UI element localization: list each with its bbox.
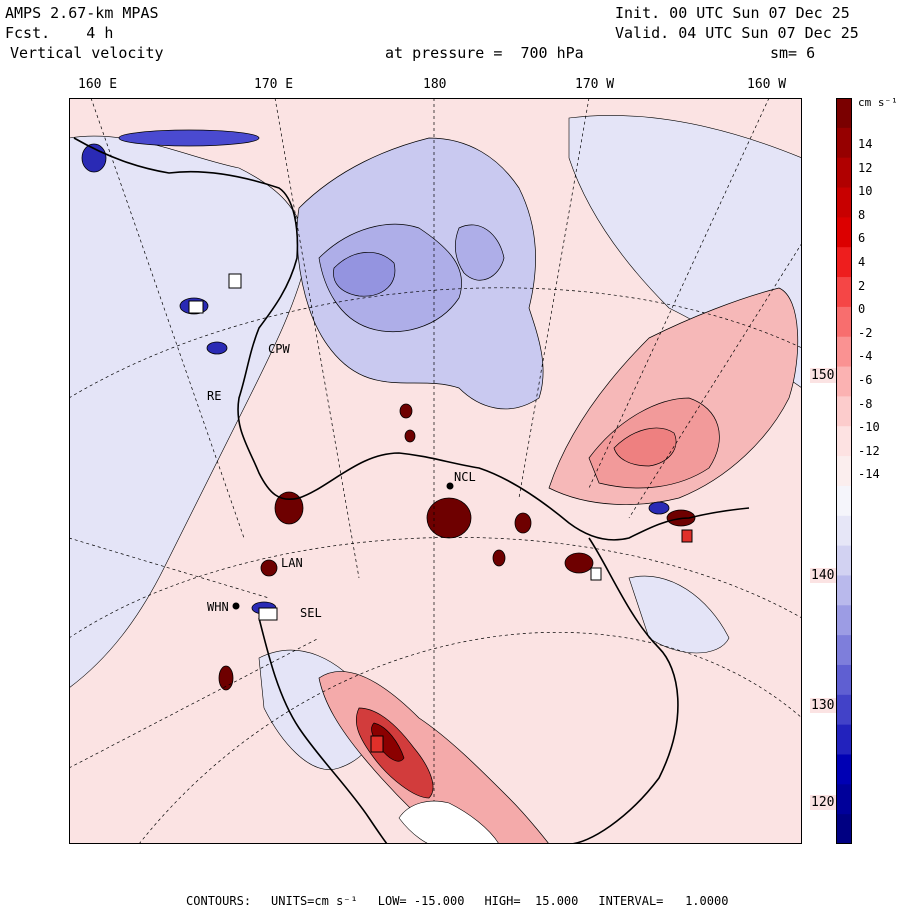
colorbar-segment	[836, 217, 852, 248]
contour-units: UNITS=cm s⁻¹	[271, 894, 358, 908]
colorbar-segment	[836, 575, 852, 606]
colorbar-tick-label: 2	[858, 278, 866, 293]
map-panel	[69, 98, 802, 844]
lon-label-160e: 160 E	[78, 77, 118, 92]
colorbar-tick-label: 4	[858, 255, 866, 269]
colorbar-segment	[836, 724, 852, 755]
colorbar-segment	[836, 426, 852, 457]
model-title: AMPS 2.67-km MPAS	[5, 4, 159, 22]
station-markers	[188, 273, 693, 753]
coastal-ascent-band	[318, 671, 550, 844]
colorbar-tick-label: -6	[858, 373, 873, 387]
colorbar-segment	[836, 277, 852, 308]
lon-label-180: 180	[423, 77, 447, 92]
graticule	[69, 98, 802, 844]
contour-low: LOW= -15.000	[377, 894, 465, 908]
colorbar-tick-label: -14	[858, 467, 880, 482]
colorbar-segment	[836, 694, 852, 726]
contour-info: CONTOURS: UNITS=cm s⁻¹ LOW= -15.000 HIGH= 1…	[0, 880, 900, 908]
colorbar-segment	[836, 545, 852, 576]
colorbar-segment	[836, 814, 852, 844]
colorbar-segment	[836, 664, 852, 696]
colorbar-segment	[836, 515, 852, 547]
contour-high: HIGH= 15.000	[484, 894, 579, 908]
colorbar-segment	[836, 157, 852, 189]
colorbar	[836, 98, 852, 844]
colorbar-segment	[836, 605, 852, 636]
station-label-sel: SEL	[300, 606, 322, 620]
colorbar-tick-label: 12	[858, 160, 873, 175]
colorbar-segment	[836, 456, 852, 487]
contour-interval: INTERVAL= 1.0000	[598, 894, 729, 908]
field-name: Vertical velocity	[10, 44, 164, 62]
station-label-lan: LAN	[281, 556, 303, 570]
colorbar-segment	[836, 635, 852, 666]
lon-label-170w: 170 W	[575, 77, 615, 92]
colorbar-segment	[836, 336, 852, 368]
contours-label: CONTOURS:	[186, 894, 252, 908]
forecast-hour: Fcst. 4 h	[5, 24, 114, 42]
station-label-whn: WHN	[207, 600, 229, 614]
colorbar-tick-label: 8	[858, 207, 866, 222]
colorbar-tick-label: -2	[858, 325, 873, 340]
colorbar-segment	[836, 396, 852, 427]
strong-updraft-cells	[218, 403, 696, 691]
colorbar-segment	[836, 784, 852, 815]
descent-region	[296, 137, 544, 410]
colorbar-segment	[836, 366, 852, 397]
colorbar-segment	[836, 754, 852, 785]
valid-time: Valid. 04 UTC Sun 07 Dec 25	[615, 24, 859, 42]
lon-label-160w: 160 W	[747, 77, 787, 92]
colorbar-segment	[836, 247, 852, 278]
station-label-re: RE	[207, 389, 222, 403]
pressure-level: at pressure = 700 hPa	[385, 44, 584, 62]
masked-terrain	[398, 800, 500, 844]
station-label-ncl: NCL	[454, 470, 476, 484]
colorbar-tick-label: -4	[858, 349, 873, 364]
colorbar-unit: cm s⁻¹	[858, 96, 898, 109]
smoothing-label: sm= 6	[770, 44, 816, 62]
colorbar-segment	[836, 98, 852, 129]
colorbar-tick-label: 10	[858, 184, 873, 199]
ascent-region	[548, 287, 799, 505]
colorbar-segment	[836, 306, 852, 338]
lon-label-170e: 170 E	[254, 77, 294, 92]
station-label-cpw: CPW	[268, 342, 290, 356]
colorbar-segment	[836, 485, 852, 517]
colorbar-segment	[836, 127, 852, 159]
coastline	[73, 137, 750, 844]
colorbar-tick-label: 14	[858, 137, 873, 151]
station-dots	[232, 482, 454, 610]
colorbar-segment	[836, 187, 852, 218]
colorbar-tick-label: -12	[858, 443, 880, 458]
colorbar-tick-label: 0	[858, 302, 866, 317]
colorbar-tick-label: -10	[858, 420, 880, 435]
colorbar-tick-label: 6	[858, 231, 866, 246]
colorbar-tick-label: -8	[858, 396, 873, 411]
map-frame	[69, 98, 802, 844]
init-time: Init. 00 UTC Sun 07 Dec 25	[615, 4, 850, 22]
